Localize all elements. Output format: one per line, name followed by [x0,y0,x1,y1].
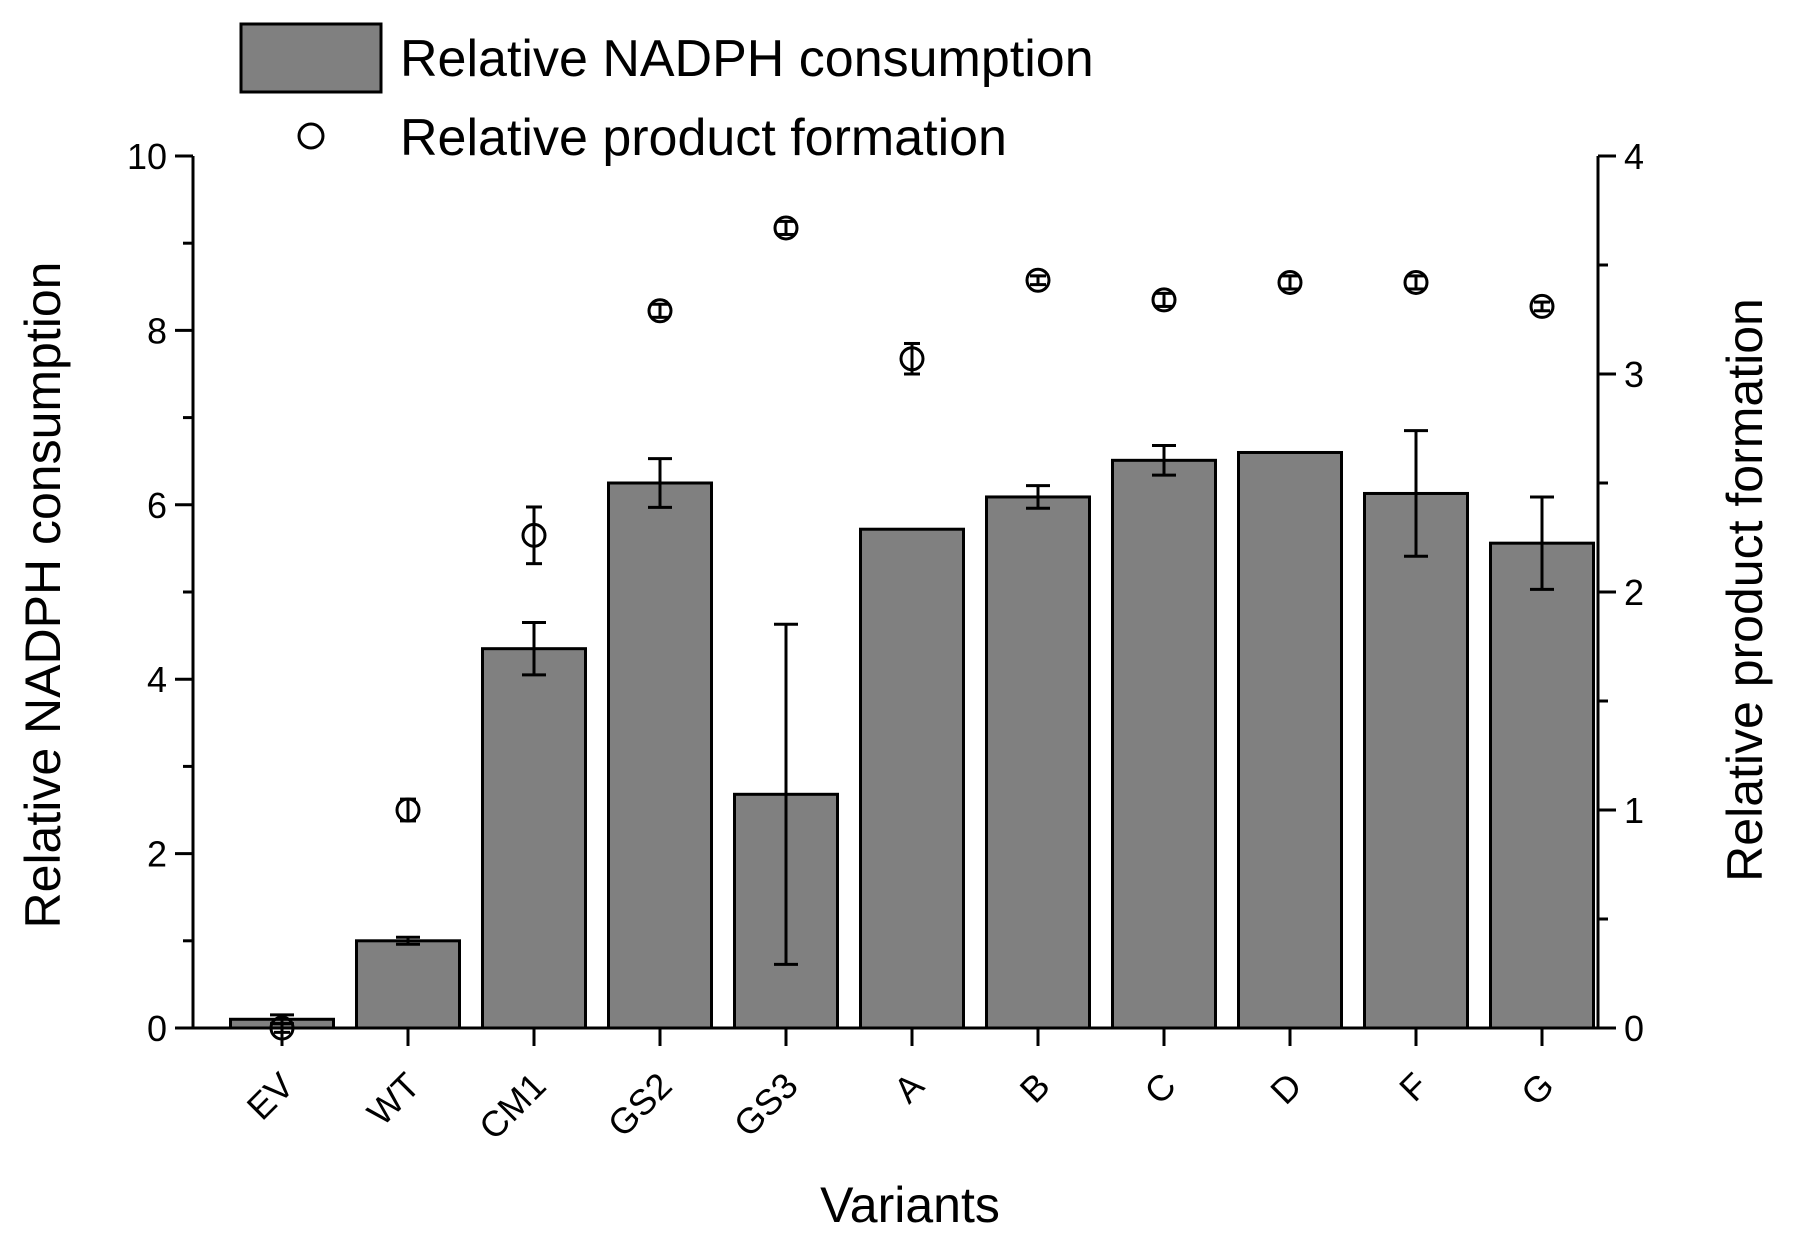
bar-errors-layer [270,429,1554,1026]
point-cm1 [521,522,547,548]
legend-circle-marker [297,122,325,150]
left-y-tick-label-10: 10 [127,136,167,177]
legend-bar-swatch [239,22,383,94]
bar-c [1111,458,1217,1030]
ticks-layer [175,154,1616,1046]
legend: Relative NADPH consumption Relative prod… [239,22,1094,167]
x-tick-label-wt: WT [359,1065,428,1134]
x-tick-label-cm1: CM1 [471,1065,554,1148]
bar-cm1 [481,647,587,1030]
x-tick-label-b: B [1012,1065,1058,1111]
x-tick-label-c: C [1136,1065,1183,1112]
right-y-tick-label-1: 1 [1624,790,1644,831]
point-a [899,346,925,372]
x-tick-label-g: G [1513,1065,1562,1114]
right-y-tick-label-2: 2 [1624,572,1644,613]
right-y-tick-label-0: 0 [1624,1008,1644,1049]
point-g [1529,293,1555,319]
x-tick-label-ev: EV [239,1065,302,1128]
legend-bar-label: Relative NADPH consumption [400,30,1094,88]
left-y-tick-label-4: 4 [147,659,167,700]
bar-f [1363,491,1469,1030]
bar-g [1489,541,1595,1030]
left-y-axis-title: Relative NADPH consumption [15,262,71,929]
point-f [1403,269,1429,295]
point-d [1277,269,1303,295]
x-tick-label-f: F [1391,1065,1436,1110]
bar-wt [355,939,461,1030]
x-tick-label-a: A [886,1065,932,1111]
left-y-tick-label-6: 6 [147,485,167,526]
x-tick-label-gs2: GS2 [600,1065,680,1145]
right-y-tick-label-4: 4 [1624,136,1644,177]
point-wt [395,797,421,823]
left-y-tick-label-2: 2 [147,834,167,875]
point-b [1025,267,1051,293]
left-y-tick-label-0: 0 [147,1008,167,1049]
bars-layer [229,450,1595,1030]
x-tick-label-d: D [1262,1065,1309,1112]
legend-circle-label: Relative product formation [400,109,1007,167]
left-y-tick-label-8: 8 [147,310,167,351]
x-axis-title: Variants [820,1177,1000,1233]
right-y-axis-title: Relative product formation [1717,298,1773,882]
bar-a [859,527,965,1030]
bar-gs2 [607,481,713,1030]
right-y-tick-label-3: 3 [1624,354,1644,395]
point-gs2 [647,298,673,324]
bar-b [985,495,1091,1030]
x-tick-label-gs3: GS3 [726,1065,806,1145]
points-layer [269,215,1555,1041]
point-c [1151,287,1177,313]
bar-d [1237,450,1343,1030]
point-gs3 [773,215,799,241]
